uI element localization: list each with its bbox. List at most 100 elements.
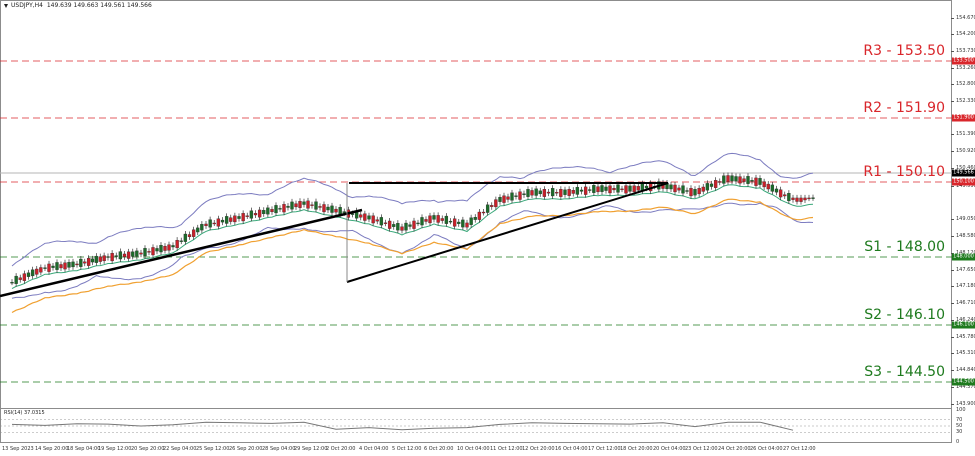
price-plot[interactable] [0,0,952,443]
time-axis-label: 26 Sep 20:00 [229,446,263,452]
symbol-label: USDJPY,H4 [11,2,43,9]
price-axis-label: 149.990 [956,183,975,189]
level-label-r3: R3 - 153.50 [863,43,945,59]
candle-body [473,217,477,220]
candle-body [583,186,588,195]
candle-body [274,205,278,214]
collapse-triangle-icon[interactable] [4,3,8,8]
axis-tick [951,219,954,220]
candle-body [14,275,18,284]
candle-body [811,197,815,199]
candle-body [742,178,746,182]
candle-body [262,210,266,215]
candle-body [71,261,75,268]
candle-body [673,184,677,193]
axis-tick [951,387,954,388]
candle-body [83,261,87,264]
candle-body [126,251,131,259]
candle-body [685,190,689,192]
candle-body [730,175,734,182]
candle-body [302,201,306,205]
candle-body [30,269,35,277]
candle-body [306,200,310,209]
candle-body [494,199,498,208]
axis-tick [951,404,954,405]
candle-body [75,263,79,266]
axis-tick [951,18,954,19]
candle-body [10,281,14,284]
axis-tick [951,320,954,321]
candle-body [245,215,249,217]
candle-body [563,189,567,195]
candle-body [530,190,534,196]
candle-body [224,216,229,224]
axis-tick [951,68,954,69]
candle-body [55,262,59,270]
level-badge-r1: 150.100 [952,178,975,186]
level-badge-s1: 148.000 [952,253,975,261]
candle-body [363,213,367,221]
candle-body [424,219,428,222]
time-axis-label: 11 Oct 12:00 [490,446,523,452]
price-axis-label: 145.780 [956,334,975,340]
axis-tick [951,270,954,271]
candle-body [701,186,705,192]
candle-body [314,201,318,210]
candle-body [579,189,584,192]
candle-body [26,272,31,277]
candle-body [750,180,754,182]
candle-body [253,213,258,216]
candle-body [571,190,575,194]
candle-body [477,211,482,220]
price-axis-label: 150.460 [956,165,975,171]
price-axis-label: 146.710 [956,300,975,306]
candle-body [63,262,67,270]
time-axis-label: 19 Sep 12:00 [98,446,132,452]
candle-body [612,188,616,191]
candle-body [620,188,624,191]
candle-body [550,188,555,197]
candle-body [518,191,522,200]
candle-body [469,217,473,225]
candle-body [669,184,673,190]
time-axis-label: 24 Oct 20:00 [718,446,751,452]
candle-body [762,181,766,188]
axis-tick [951,286,954,287]
candle-body [713,180,718,188]
candle-body [371,215,375,224]
price-axis-label: 154.200 [956,31,975,37]
candle-body [681,185,685,194]
candle-body [322,204,326,213]
candle-body [204,223,208,227]
price-axis-label: 153.730 [956,48,975,54]
candle-body [783,194,787,197]
time-axis-label: 12 Oct 20:00 [522,446,555,452]
candle-body [98,256,102,262]
candle-body [183,233,188,242]
candle-body [490,205,494,207]
level-label-s1: S1 - 148.00 [864,239,945,255]
axis-tick [951,337,954,338]
candle-body [233,215,237,223]
candle-body [636,186,640,191]
candle-body [43,267,47,269]
candle-body [506,196,510,200]
level-label-s2: S2 - 146.10 [864,307,945,323]
candle-body [18,277,22,280]
candle-body [538,190,542,195]
time-axis-label: 13 Sep 2023 [2,446,34,452]
axis-tick [951,186,954,187]
candle-body [758,178,762,185]
candle-body [67,262,71,268]
candle-body [787,193,791,202]
candle-body [86,258,91,266]
candle-body [567,189,571,196]
rsi-line [11,421,794,431]
candle-body [404,222,408,231]
candle-body [191,229,196,237]
candle-body [278,208,282,210]
candle-body [432,215,436,220]
candle-body [122,253,127,258]
candle-body [110,253,114,262]
candle-body [420,217,424,226]
